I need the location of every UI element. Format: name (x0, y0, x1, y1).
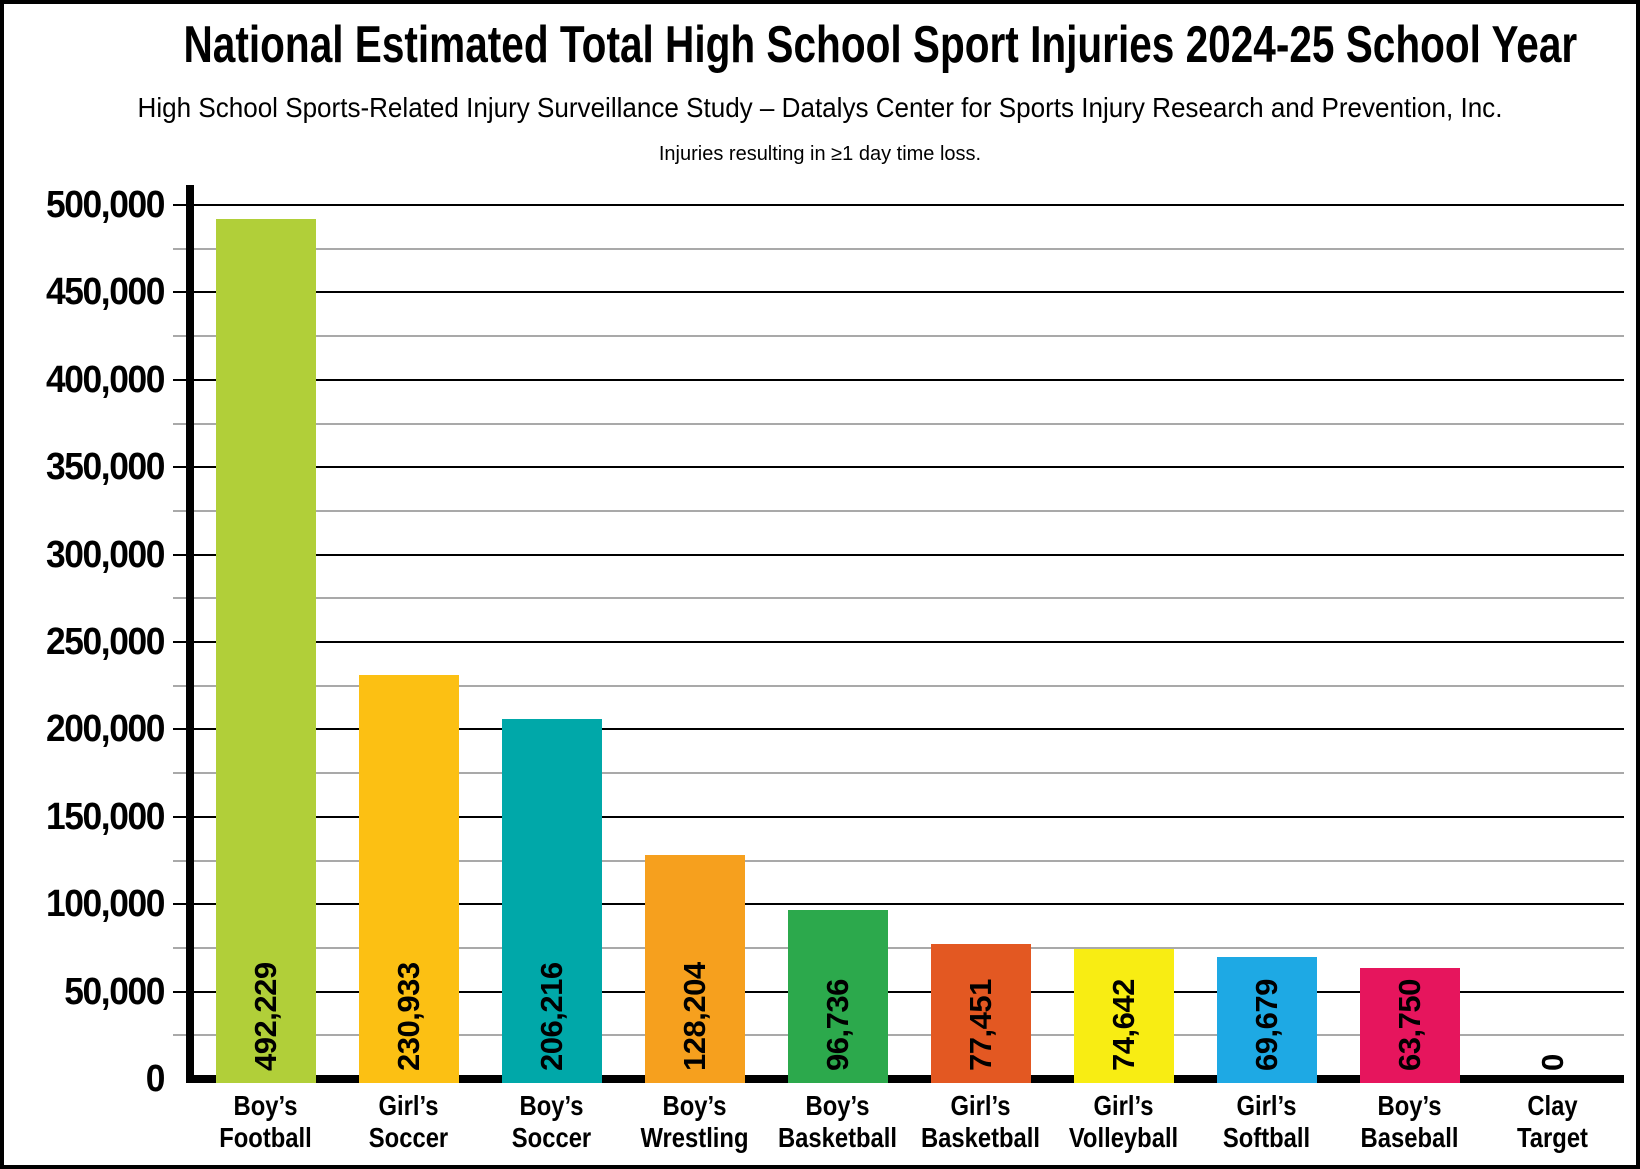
gridline-minor (173, 335, 1624, 338)
gridline-minor (173, 1034, 1624, 1037)
bar-value-label: 128,204 (676, 962, 712, 1071)
y-tick-label: 0 (145, 1058, 166, 1100)
gridline-major (173, 378, 1624, 381)
x-axis-category-labels: Boy’s Football Girl’s Soccer Boy’s Soccer B… (194, 1090, 1624, 1154)
bar-value-label: 96,736 (819, 979, 855, 1071)
plot-area: 492,229 230,933 206,216 128,204 96,736 77,451… (173, 185, 1624, 1083)
bar-slot: 206,216 (480, 185, 623, 1083)
bar-value-label: 492,229 (247, 962, 283, 1071)
gridline-major (173, 641, 1624, 643)
chart-subtitle: High School Sports-Related Injury Survei… (137, 92, 1503, 123)
bar-value-label: 0 (1534, 1054, 1570, 1071)
x-category-label: Boy’s Soccer (511, 1090, 592, 1153)
y-tick-label: 150,000 (46, 795, 165, 838)
gridline-minor (173, 247, 1624, 250)
bar-slot: 230,933 (337, 185, 480, 1083)
bar-value-label: 77,451 (962, 979, 998, 1071)
gridline-minor (173, 509, 1624, 512)
bar (358, 675, 459, 1083)
bar-value-label: 230,933 (390, 962, 426, 1071)
bar (1359, 967, 1460, 1083)
gridline-major (173, 204, 1624, 206)
x-category-label: Girl’s Volleyball (1068, 1090, 1179, 1153)
y-tick-label: 200,000 (46, 708, 165, 751)
x-category-label: Girl’s Soccer (368, 1090, 449, 1153)
y-tick-label: 50,000 (64, 970, 165, 1013)
x-category-label: Girl’s Softball (1222, 1090, 1311, 1153)
gridline-major (173, 553, 1624, 556)
y-tick-label: 350,000 (46, 446, 165, 489)
chart-note: Injuries resulting in ≥1 day time loss. (658, 143, 982, 165)
x-category-label: Clay Target (1517, 1090, 1588, 1153)
bar (1073, 948, 1174, 1083)
x-category-label: Boy’s Baseball (1360, 1090, 1459, 1153)
gridline-minor (173, 422, 1624, 425)
gridline-minor (173, 597, 1624, 600)
bar (787, 909, 888, 1083)
gridline-major (173, 990, 1624, 993)
gridline-minor (173, 684, 1624, 687)
gridline-minor (173, 772, 1624, 775)
y-axis-line (186, 185, 194, 1083)
bars-row: 492,229 230,933 206,216 128,204 96,736 77,451… (194, 185, 1624, 1083)
gridline-major (173, 815, 1624, 818)
gridline-minor (173, 859, 1624, 862)
bar-slot: 69,679 (1195, 185, 1338, 1083)
bar-slot: 77,451 (909, 185, 1052, 1083)
y-tick-label: 300,000 (46, 533, 165, 576)
gridline-major (173, 291, 1624, 294)
bar-slot: 0 (1481, 185, 1624, 1083)
x-axis-line (186, 1075, 1624, 1083)
chart-title: National Estimated Total High School Spo… (183, 16, 1578, 74)
x-category-label: Boy’s Football (219, 1090, 312, 1153)
y-tick-label: 450,000 (46, 271, 165, 314)
y-tick-label: 100,000 (46, 883, 165, 926)
bar-slot: 96,736 (766, 185, 909, 1083)
x-category-label: Boy’s Basketball (777, 1090, 898, 1153)
bar (1216, 957, 1317, 1083)
y-tick-label: 500,000 (46, 184, 165, 226)
bar (930, 943, 1031, 1083)
bar-value-label: 206,216 (533, 962, 569, 1071)
y-axis-tick-labels: 0 50,000 100,000 150,000 200,000 250,000 300,0… (4, 184, 166, 1100)
bar-value-label: 74,642 (1105, 979, 1141, 1071)
bar (501, 718, 602, 1083)
bar-value-label: 63,750 (1391, 979, 1427, 1071)
gridline-major (173, 466, 1624, 469)
bar-slot: 128,204 (623, 185, 766, 1083)
gridline-major (173, 728, 1624, 731)
gridline-major (173, 903, 1624, 906)
x-category-label: Boy’s Wrestling (640, 1090, 749, 1153)
bar-slot: 63,750 (1338, 185, 1481, 1083)
gridline-minor (173, 946, 1624, 949)
x-category-label: Girl’s Basketball (920, 1090, 1041, 1153)
bar (644, 854, 745, 1083)
bar (215, 218, 316, 1083)
bar-slot: 492,229 (194, 185, 337, 1083)
bar-slot: 74,642 (1052, 185, 1195, 1083)
y-tick-label: 400,000 (46, 358, 165, 401)
y-tick-label: 250,000 (46, 621, 165, 663)
bar-value-label: 69,679 (1248, 979, 1284, 1071)
